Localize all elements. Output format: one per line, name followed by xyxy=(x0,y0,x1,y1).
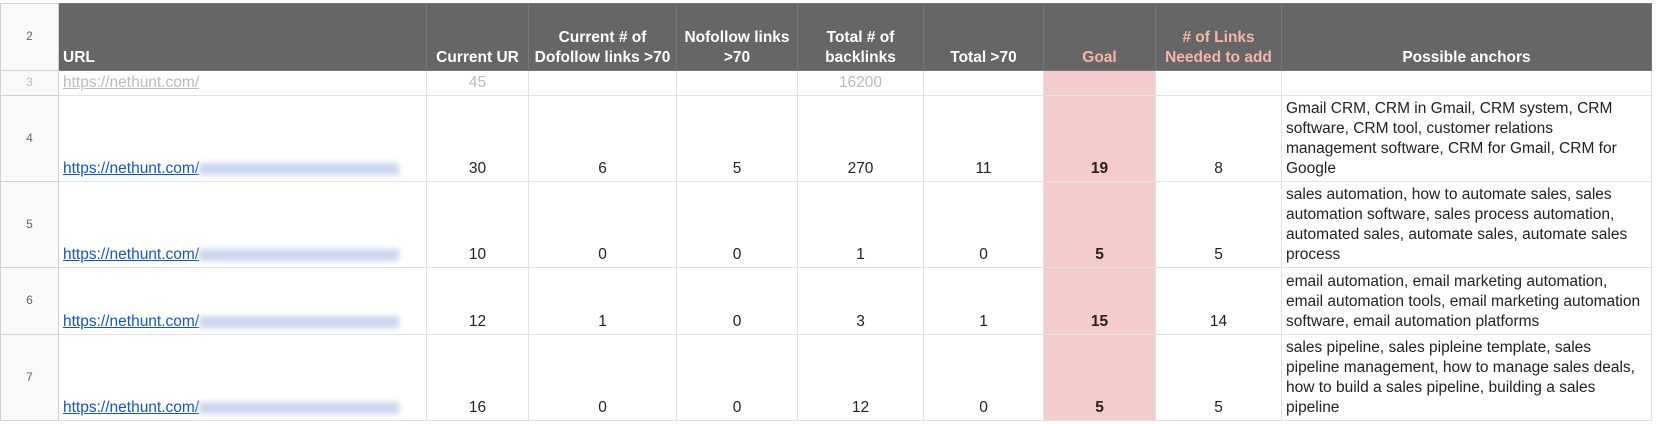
url-link[interactable]: https://nethunt.com/ xyxy=(63,246,200,263)
cell: 11 xyxy=(923,95,1044,182)
anchors-cell xyxy=(1281,70,1652,96)
column-header: Current # of Dofollow links >70 xyxy=(528,3,677,71)
row-number: 7 xyxy=(0,334,59,421)
url-link[interactable]: https://nethunt.com/ xyxy=(63,160,200,177)
anchors-cell: email automation, email marketing automa… xyxy=(1281,267,1652,335)
blurred-path xyxy=(199,248,400,261)
cell: 1 xyxy=(797,181,924,268)
row-number: 5 xyxy=(0,181,59,268)
row-number: 6 xyxy=(0,267,59,335)
blurred-path xyxy=(199,162,400,175)
cell: https://nethunt.com/ xyxy=(58,70,427,96)
anchors-cell: Gmail CRM, CRM in Gmail, CRM system, CRM… xyxy=(1281,95,1652,182)
cell: 5 xyxy=(1155,334,1282,421)
column-header: URL xyxy=(58,3,427,71)
data-row: 6 https://nethunt.com/12 1 0 3 1 15 14 email aut… xyxy=(0,267,1652,335)
cell: https://nethunt.com/ xyxy=(58,267,427,335)
data-row: 5 https://nethunt.com/10 0 0 1 0 5 5 sales autom… xyxy=(0,181,1652,268)
row-number: 4 xyxy=(0,95,59,182)
blurred-path xyxy=(199,315,400,328)
cell xyxy=(528,70,677,96)
cell: 0 xyxy=(923,181,1044,268)
cell: 1 xyxy=(528,267,677,335)
cell: 19 xyxy=(1043,95,1156,182)
data-row: 3 https://nethunt.com/45 16200 xyxy=(0,70,1652,96)
cell: 15 xyxy=(1043,267,1156,335)
row-number: 3 xyxy=(0,70,59,96)
column-header: Current UR xyxy=(426,3,529,71)
cell: 3 xyxy=(797,267,924,335)
cell: 0 xyxy=(676,181,798,268)
cell: 8 xyxy=(1155,95,1282,182)
cell: 10 xyxy=(426,181,529,268)
data-row: 4 https://nethunt.com/30 6 5 270 11 19 8 Gmail C… xyxy=(0,95,1652,182)
cell: 5 xyxy=(1043,334,1156,421)
anchors-cell: sales pipeline, sales pipleine template,… xyxy=(1281,334,1652,421)
cell: 14 xyxy=(1155,267,1282,335)
row-number: 2 xyxy=(0,3,59,71)
cell: https://nethunt.com/ xyxy=(58,95,427,182)
anchors-cell: sales automation, how to automate sales,… xyxy=(1281,181,1652,268)
header-row: 2 URL Current UR Current # of Dofollow link… xyxy=(0,3,1652,71)
cell: https://nethunt.com/ xyxy=(58,334,427,421)
cell: 12 xyxy=(426,267,529,335)
cell: 12 xyxy=(797,334,924,421)
cell: 0 xyxy=(528,181,677,268)
column-header: Nofollow links >70 xyxy=(676,3,798,71)
cell xyxy=(1043,70,1156,96)
cell: 16200 xyxy=(797,70,924,96)
cell: 0 xyxy=(528,334,677,421)
cell: 30 xyxy=(426,95,529,182)
column-header: Total # of backlinks xyxy=(797,3,924,71)
data-row: 7 https://nethunt.com/16 0 0 12 0 5 5 sales pipe… xyxy=(0,334,1652,421)
column-header: Total >70 xyxy=(923,3,1044,71)
column-header: # of Links Needed to add xyxy=(1155,3,1282,71)
column-header: Goal xyxy=(1043,3,1156,71)
cell xyxy=(1155,70,1282,96)
cell xyxy=(923,70,1044,96)
cell: 0 xyxy=(676,267,798,335)
url-link[interactable]: https://nethunt.com/ xyxy=(63,74,200,91)
cell: 16 xyxy=(426,334,529,421)
url-link[interactable]: https://nethunt.com/ xyxy=(63,399,200,416)
blurred-path xyxy=(199,401,400,414)
cell: 0 xyxy=(676,334,798,421)
sheet-body: 2 URL Current UR Current # of Dofollow link… xyxy=(0,3,1652,421)
cell: 5 xyxy=(1155,181,1282,268)
column-header: Possible anchors xyxy=(1281,3,1652,71)
spreadsheet: 2 URL Current UR Current # of Dofollow link… xyxy=(0,3,1652,421)
cell xyxy=(676,70,798,96)
cell: https://nethunt.com/ xyxy=(58,181,427,268)
cell: 5 xyxy=(1043,181,1156,268)
cell: 5 xyxy=(676,95,798,182)
cell: 0 xyxy=(923,334,1044,421)
url-link[interactable]: https://nethunt.com/ xyxy=(63,313,200,330)
cell: 45 xyxy=(426,70,529,96)
cell: 1 xyxy=(923,267,1044,335)
cell: 6 xyxy=(528,95,677,182)
cell: 270 xyxy=(797,95,924,182)
